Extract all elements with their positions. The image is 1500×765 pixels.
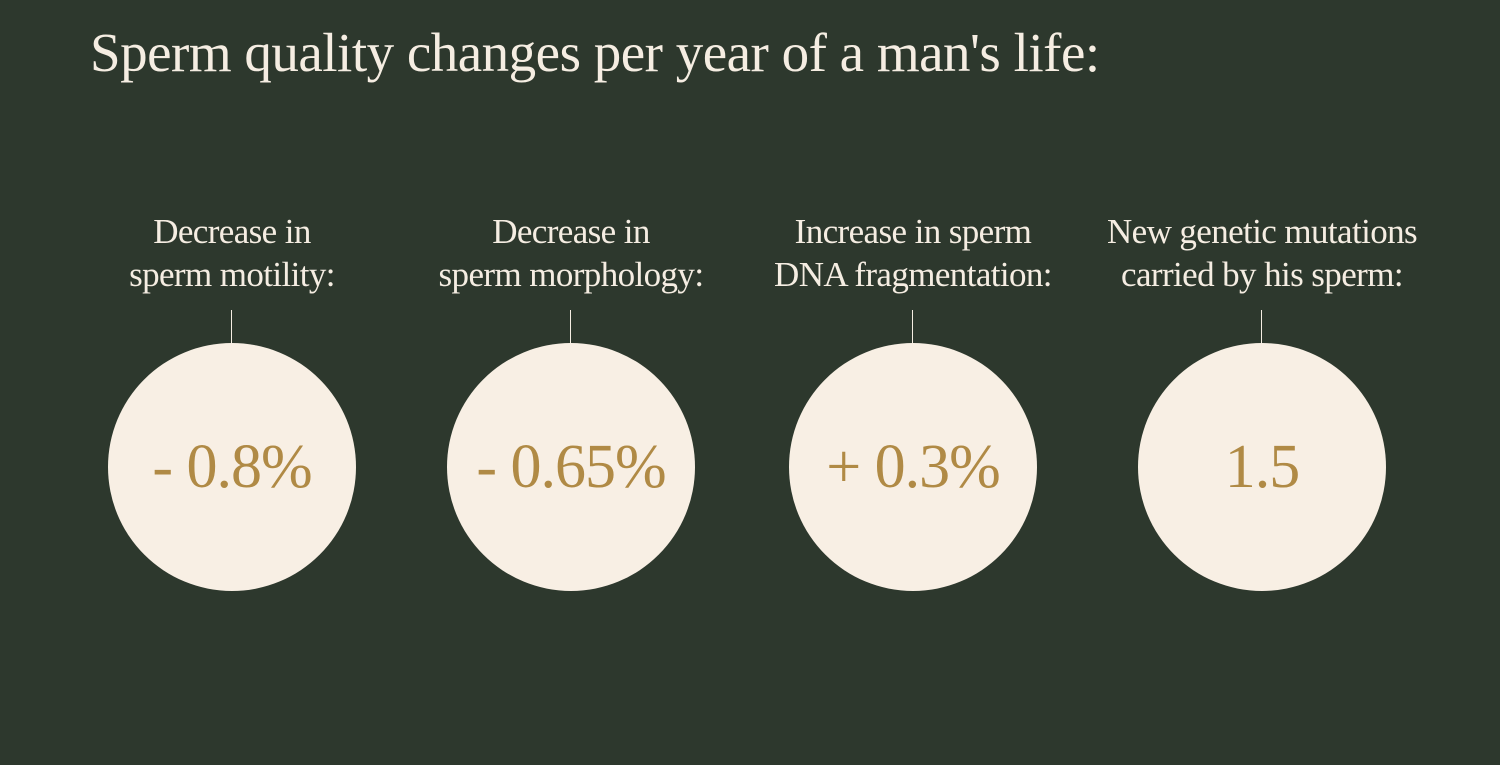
connector-line xyxy=(912,310,913,344)
stat-motility: Decrease in sperm motility: - 0.8% xyxy=(52,210,412,600)
value-circle: + 0.3% xyxy=(789,343,1037,591)
value-circle: - 0.65% xyxy=(447,343,695,591)
stat-label: New genetic mutations carried by his spe… xyxy=(1082,210,1442,296)
connector-line xyxy=(231,310,232,344)
stat-morphology: Decrease in sperm morphology: - 0.65% xyxy=(391,210,751,600)
value-circle: 1.5 xyxy=(1138,343,1386,591)
stat-dna-fragmentation: Increase in sperm DNA fragmentation: + 0… xyxy=(733,210,1093,600)
connector-line xyxy=(570,310,571,344)
stat-genetic-mutations: New genetic mutations carried by his spe… xyxy=(1082,210,1442,600)
stat-value: - 0.8% xyxy=(152,432,312,501)
stat-label-line: sperm morphology: xyxy=(438,255,705,294)
stat-value: 1.5 xyxy=(1224,432,1300,501)
connector-line xyxy=(1261,310,1262,344)
stat-label-line: Decrease in xyxy=(492,212,650,251)
stat-label: Decrease in sperm morphology: xyxy=(391,210,751,296)
stat-label-line: New genetic mutations xyxy=(1106,212,1418,251)
stat-label-line: Decrease in xyxy=(153,212,311,251)
stat-value: + 0.3% xyxy=(826,432,1001,501)
stat-label: Decrease in sperm motility: xyxy=(52,210,412,296)
stat-label-line: Increase in sperm xyxy=(794,212,1032,251)
stat-label-line: carried by his sperm: xyxy=(1121,255,1404,294)
stat-label: Increase in sperm DNA fragmentation: xyxy=(733,210,1093,296)
stat-label-line: sperm motility: xyxy=(129,255,335,294)
page-title: Sperm quality changes per year of a man'… xyxy=(90,22,1100,83)
stat-value: - 0.65% xyxy=(476,432,666,501)
value-circle: - 0.8% xyxy=(108,343,356,591)
stat-label-line: DNA fragmentation: xyxy=(774,255,1052,294)
